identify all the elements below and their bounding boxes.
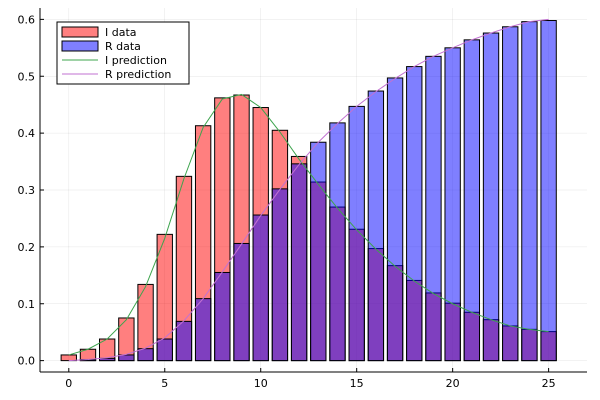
- bar-r-data-19: [425, 55, 442, 362]
- bar-r-data-24: [521, 21, 538, 362]
- bar-r-data-8: [214, 271, 231, 362]
- bar-r-data-18: [406, 66, 423, 362]
- x-tick-label-2: 10: [254, 377, 268, 390]
- line-i-prediction: [68, 93, 549, 356]
- bar-r-data-15: [348, 105, 365, 362]
- y-tick-label-5: 0.5: [18, 70, 36, 83]
- legend-swatch-i-data: [61, 26, 99, 38]
- bar-r-data-4: [137, 348, 154, 362]
- tick-labels: 0 5 10 15 20 25 0.0 0.1 0.2 0.3 0.4 0.5 0.6: [18, 13, 556, 390]
- bar-r-data-23: [502, 26, 519, 362]
- bar-r-data-14: [329, 122, 346, 362]
- legend-label-r-prediction: R prediction: [105, 68, 171, 81]
- bar-r-data-17: [386, 77, 404, 362]
- x-tick-label-5: 25: [542, 377, 556, 390]
- y-tick-label-6: 0.6: [18, 13, 36, 26]
- y-tick-label-0: 0.0: [18, 355, 36, 368]
- bar-r-data-22: [482, 32, 500, 362]
- legend-label-i-prediction: I prediction: [105, 54, 167, 67]
- x-tick-label-4: 20: [446, 377, 460, 390]
- x-tick-label-1: 5: [161, 377, 168, 390]
- bar-r-data-16: [367, 90, 385, 362]
- x-tick-label-0: 0: [65, 377, 72, 390]
- bar-r-data-20: [444, 47, 461, 362]
- x-tick-label-3: 15: [350, 377, 364, 390]
- line-r-prediction: [68, 18, 549, 362]
- bar-r-data-25: [540, 20, 557, 362]
- y-tick-label-1: 0.1: [18, 298, 36, 311]
- bar-r-data-5: [156, 338, 173, 362]
- axes: [39, 8, 587, 373]
- bar-r-data-11: [271, 188, 289, 362]
- legend-label-i-data: I data: [105, 26, 137, 39]
- bar-r-data-2: [98, 357, 116, 362]
- bar-r-data-3: [118, 354, 135, 362]
- y-tick-label-2: 0.2: [18, 241, 36, 254]
- legend-label-r-data: R data: [105, 40, 141, 53]
- bar-series: [60, 20, 557, 362]
- legend-swatch-r-data: [61, 40, 99, 52]
- bar-r-data-9: [233, 242, 250, 362]
- bar-r-data-6: [175, 320, 193, 362]
- bar-r-data-10: [252, 214, 269, 362]
- y-tick-label-3: 0.3: [18, 184, 36, 197]
- bar-r-data-12: [290, 163, 308, 362]
- bar-i-data-0: [60, 354, 77, 362]
- line-series: [68, 18, 549, 362]
- y-tick-label-4: 0.4: [18, 127, 36, 140]
- bar-r-data-7: [194, 298, 212, 362]
- bar-r-data-13: [310, 141, 327, 362]
